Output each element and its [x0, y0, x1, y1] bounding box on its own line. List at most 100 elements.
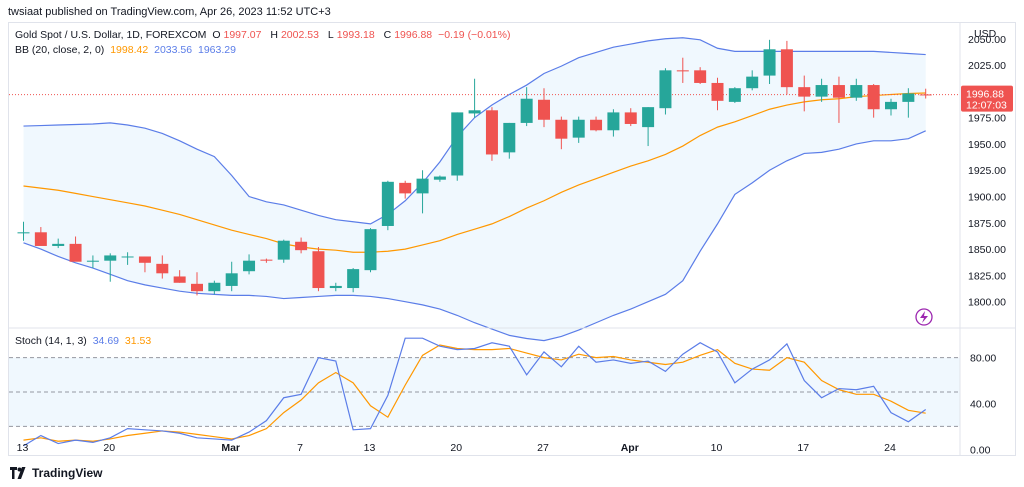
candle-body — [642, 107, 655, 128]
price-tick-label: 1800.00 — [968, 297, 1006, 309]
candle-body — [156, 263, 169, 274]
stoch-d-value: 31.53 — [124, 335, 152, 347]
price-pane: 1800.00 1825.00 1850.00 1875.00 1900.00 1925.… — [9, 28, 1013, 342]
candle-body — [69, 243, 82, 262]
time-tick-label: Apr — [620, 442, 639, 454]
bb-basis-value: 1998.42 — [110, 44, 149, 56]
candle — [798, 75, 811, 112]
time-tick-label: 10 — [710, 442, 723, 454]
footer-brand-label: TradingView — [32, 466, 103, 480]
candle — [538, 88, 550, 128]
candle — [260, 258, 273, 263]
candle — [676, 57, 689, 83]
candle-body — [850, 85, 863, 98]
footer-brand[interactable]: TradingView — [10, 466, 102, 480]
time-tick-label: 17 — [797, 442, 810, 454]
candle-body — [746, 76, 759, 89]
candle-body — [728, 88, 741, 102]
candle-body — [104, 255, 117, 261]
candle — [780, 40, 793, 95]
candle — [468, 78, 481, 118]
bb-lower-line — [23, 130, 926, 342]
candle — [850, 78, 863, 101]
candle — [52, 238, 65, 249]
high-label: H — [270, 29, 278, 41]
price-axis-currency: USD — [974, 28, 997, 40]
candle — [572, 116, 585, 143]
last-price-countdown: 12:07:03 — [966, 100, 1007, 112]
bb-upper-value: 2033.56 — [154, 44, 193, 56]
candle — [173, 270, 186, 283]
lightning-icon-bolt — [920, 311, 928, 323]
chart-frame: 1800.00 1825.00 1850.00 1875.00 1900.00 1925.… — [8, 22, 1016, 456]
low-label: L — [327, 29, 334, 41]
close-label: C — [383, 29, 392, 41]
stoch-tick-label: 40.00 — [970, 398, 996, 410]
stoch-pane: 0.00 40.00 80.00 — [9, 337, 996, 455]
candle — [885, 98, 897, 116]
candle — [520, 87, 533, 127]
candle — [347, 268, 360, 293]
candle-body — [399, 182, 412, 194]
candle-body — [815, 85, 828, 97]
candle-body — [485, 110, 498, 155]
candle-body — [138, 256, 151, 263]
bb-basis-line — [23, 92, 926, 253]
candle — [191, 272, 203, 296]
candle — [17, 221, 30, 241]
candle — [919, 88, 932, 99]
last-price-tag-value: 1996.88 — [966, 89, 1004, 101]
candle — [225, 261, 238, 292]
candle — [659, 68, 672, 115]
candle-body — [590, 119, 603, 131]
candle-body — [659, 70, 672, 109]
candle-body — [780, 49, 793, 88]
candle — [416, 170, 429, 214]
time-tick-label: 24 — [884, 442, 896, 454]
candle-body — [260, 259, 273, 261]
candle-body — [208, 282, 221, 292]
price-tick-label: 1900.00 — [968, 192, 1006, 204]
candle — [121, 252, 134, 265]
candle — [381, 180, 394, 231]
price-tick-label: 2025.00 — [968, 60, 1006, 72]
candle — [295, 237, 308, 254]
open-label: O — [212, 29, 221, 41]
candle — [832, 76, 845, 123]
last-price-tag — [961, 85, 1013, 112]
price-tick-label: 1975.00 — [968, 113, 1006, 125]
price-tick-label: 2050.00 — [968, 34, 1006, 46]
candle — [902, 88, 915, 118]
bb-label: BB (20, close, 2, 0) — [15, 44, 105, 56]
candle-body — [52, 243, 65, 246]
candle-body — [867, 85, 880, 110]
time-tick-label: 13 — [16, 442, 29, 454]
tradingview-logo-icon — [10, 467, 26, 479]
open-value: 1997.07 — [223, 29, 262, 41]
candle-body — [711, 82, 724, 101]
candle-body — [329, 285, 342, 289]
time-tick-label: 27 — [537, 442, 549, 454]
candle-body — [295, 241, 308, 251]
stoch-legend: Stoch (14, 1, 3) 34.69 31.53 — [15, 335, 154, 347]
high-value: 2002.53 — [280, 29, 319, 41]
price-chart-canvas[interactable]: 1800.00 1825.00 1850.00 1875.00 1900.00 1925.… — [9, 23, 1015, 455]
candle — [312, 247, 325, 292]
stoch-label: Stoch (14, 1, 3) — [15, 335, 87, 347]
candle-body — [468, 110, 481, 114]
candle — [364, 228, 377, 273]
stoch-tick-label: 80.00 — [970, 353, 996, 365]
candle-body — [416, 178, 429, 194]
candle — [399, 180, 412, 199]
candle-body — [173, 276, 186, 283]
candle — [607, 109, 620, 137]
candle — [624, 108, 637, 127]
candle — [694, 67, 707, 84]
candle-body — [538, 99, 550, 120]
candle-body — [347, 269, 360, 289]
candle — [451, 112, 464, 181]
candle-body — [572, 119, 585, 138]
price-tick-label: 1850.00 — [968, 244, 1006, 256]
candle-body — [919, 94, 932, 96]
time-tick-label: Mar — [221, 442, 241, 454]
